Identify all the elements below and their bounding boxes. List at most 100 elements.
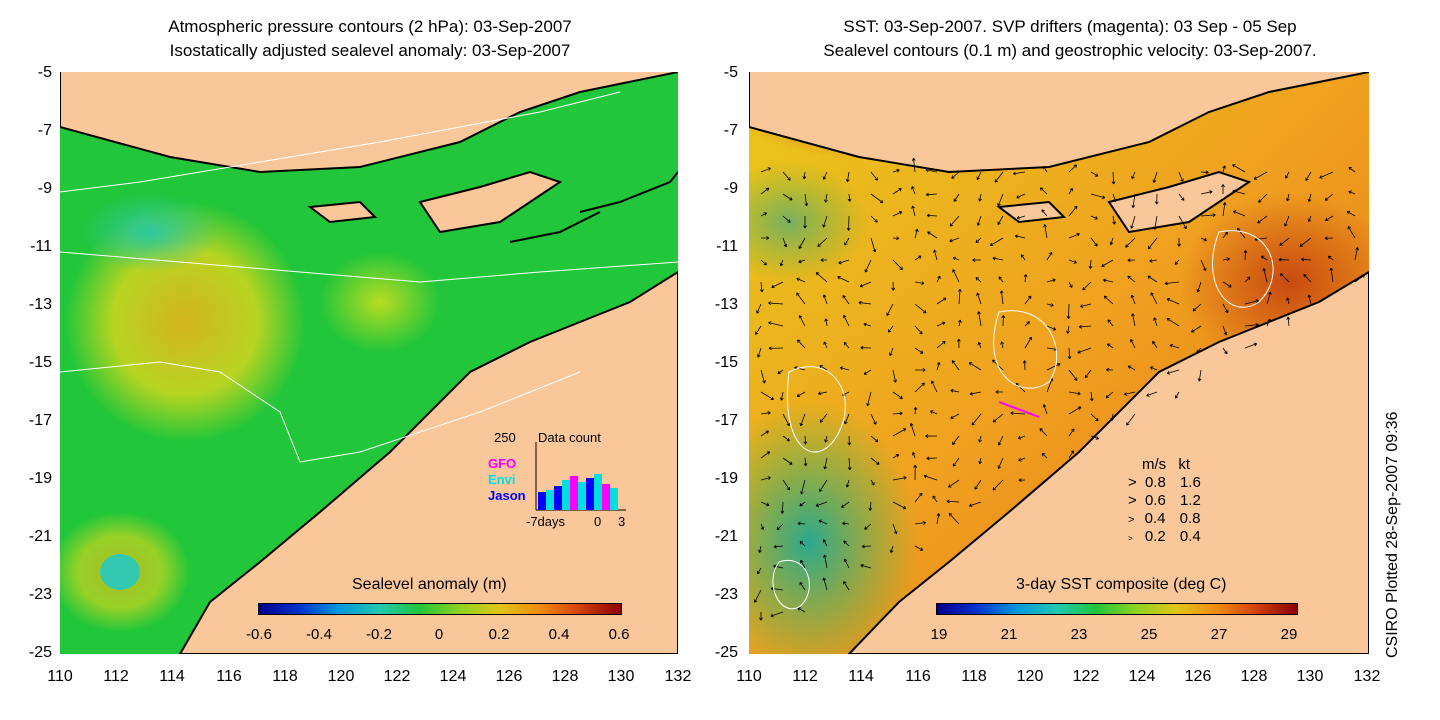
velocity-arrow <box>1174 259 1180 265</box>
velocity-arrow <box>798 237 806 249</box>
velocity-arrow <box>822 215 828 228</box>
velocity-arrow <box>892 236 900 241</box>
velocity-arrow <box>1106 367 1114 372</box>
velocity-arrow <box>782 413 790 427</box>
velocity-arrow <box>870 479 875 486</box>
lon-tick-label: 128 <box>551 668 579 685</box>
velocity-arrow <box>768 346 784 351</box>
velocity-arrow <box>796 292 806 305</box>
velocity-arrow <box>1068 428 1075 437</box>
velocity-arrow <box>782 215 791 223</box>
velocity-arrow <box>978 435 982 443</box>
velocity-arrow <box>1090 413 1099 422</box>
velocity-arrow <box>1257 215 1268 224</box>
velocity-arrow <box>997 215 1004 225</box>
velocity-arrow <box>843 558 850 569</box>
velocity-arrow <box>1068 205 1078 217</box>
velocity-arrow <box>864 523 872 530</box>
velocity-arrow <box>760 523 765 530</box>
velocity-arrow <box>1262 268 1268 283</box>
velocity-arrow <box>892 369 897 383</box>
velocity-arrow <box>1324 236 1334 241</box>
lon-tick-label: 122 <box>1072 668 1100 685</box>
velocity-arrow <box>1147 237 1158 250</box>
velocity-arrow <box>892 428 907 437</box>
velocity-arrow <box>760 391 774 400</box>
velocity-legend-row: > 0.4 0.8 <box>1128 510 1201 527</box>
legend-kt-value: 1.2 <box>1179 492 1201 509</box>
velocity-arrow <box>1043 165 1048 173</box>
velocity-arrow <box>977 341 982 349</box>
colorbar-tick-label: 0.2 <box>488 626 510 643</box>
lon-tick-label: 116 <box>905 668 931 685</box>
lon-tick-label: 120 <box>1016 668 1044 685</box>
velocity-arrow <box>870 193 884 204</box>
velocity-arrow <box>861 544 872 549</box>
velocity-arrow <box>760 187 770 195</box>
velocity-arrow <box>1327 255 1334 261</box>
velocity-arrow <box>925 168 938 173</box>
velocity-arrow <box>1197 369 1202 382</box>
velocity-arrow <box>1149 258 1158 263</box>
colorbar-tick-label: 23 <box>1070 626 1088 643</box>
velocity-arrow <box>930 380 938 393</box>
velocity-arrow <box>796 391 806 398</box>
velocity-arrow <box>992 479 1004 491</box>
velocity-arrow <box>759 281 764 293</box>
velocity-arrow <box>914 228 919 239</box>
velocity-arrow <box>936 297 947 305</box>
arrow-icon: > <box>1128 534 1133 543</box>
velocity-arrow <box>802 171 807 180</box>
velocity-arrow <box>1105 391 1114 399</box>
velocity-arrow <box>1131 313 1136 327</box>
velocity-arrow <box>870 171 878 181</box>
velocity-arrow <box>892 211 903 217</box>
velocity-arrow <box>843 341 850 349</box>
pressure-contour <box>59 91 621 193</box>
velocity-arrow <box>891 281 896 291</box>
velocity-arrow <box>1041 209 1048 217</box>
velocity-arrow <box>777 369 784 375</box>
velocity-arrow <box>909 423 916 437</box>
velocity-arrow <box>1222 347 1228 355</box>
velocity-arrow <box>972 258 982 262</box>
legend-jason: Jason <box>488 488 526 503</box>
data-count-title: Data count <box>538 430 601 445</box>
velocity-arrow <box>779 391 784 401</box>
legend-ms-value: 0.8 <box>1144 474 1166 491</box>
velocity-arrow <box>1080 303 1092 308</box>
velocity-arrow <box>1222 231 1228 239</box>
velocity-arrow <box>1000 341 1004 349</box>
velocity-arrow <box>770 611 784 618</box>
velocity-arrow <box>1110 413 1115 421</box>
sealevel-contour <box>787 366 846 453</box>
arrow-icon: > <box>1128 474 1137 491</box>
velocity-arrow <box>997 435 1004 446</box>
velocity-arrow <box>863 369 872 375</box>
velocity-arrow <box>892 391 903 400</box>
negative-anomaly-region <box>80 192 220 272</box>
velocity-arrow <box>819 479 828 493</box>
velocity-arrow <box>798 315 806 327</box>
velocity-arrow <box>1147 275 1158 283</box>
lon-tick-label: 126 <box>495 668 523 685</box>
velocity-arrow <box>1266 318 1271 327</box>
velocity-arrow <box>974 479 982 490</box>
velocity-arrow <box>1112 193 1117 203</box>
velocity-arrow <box>927 231 938 239</box>
velocity-arrow <box>1347 226 1356 239</box>
velocity-arrow <box>859 281 872 288</box>
velocity-arrow <box>925 192 938 197</box>
legend-kt-header: kt <box>1178 456 1191 473</box>
velocity-arrow <box>824 193 828 203</box>
velocity-arrow <box>1166 318 1180 327</box>
velocity-arrow <box>1125 237 1136 248</box>
lat-tick-label: -21 <box>714 528 738 545</box>
velocity-arrow <box>1200 190 1213 195</box>
velocity-arrow <box>914 281 925 285</box>
velocity-arrow <box>1126 413 1136 426</box>
velocity-arrow <box>1154 193 1159 205</box>
velocity-arrow <box>978 193 982 202</box>
velocity-arrow <box>946 499 960 504</box>
legend-ms-value: 0.4 <box>1144 510 1166 527</box>
